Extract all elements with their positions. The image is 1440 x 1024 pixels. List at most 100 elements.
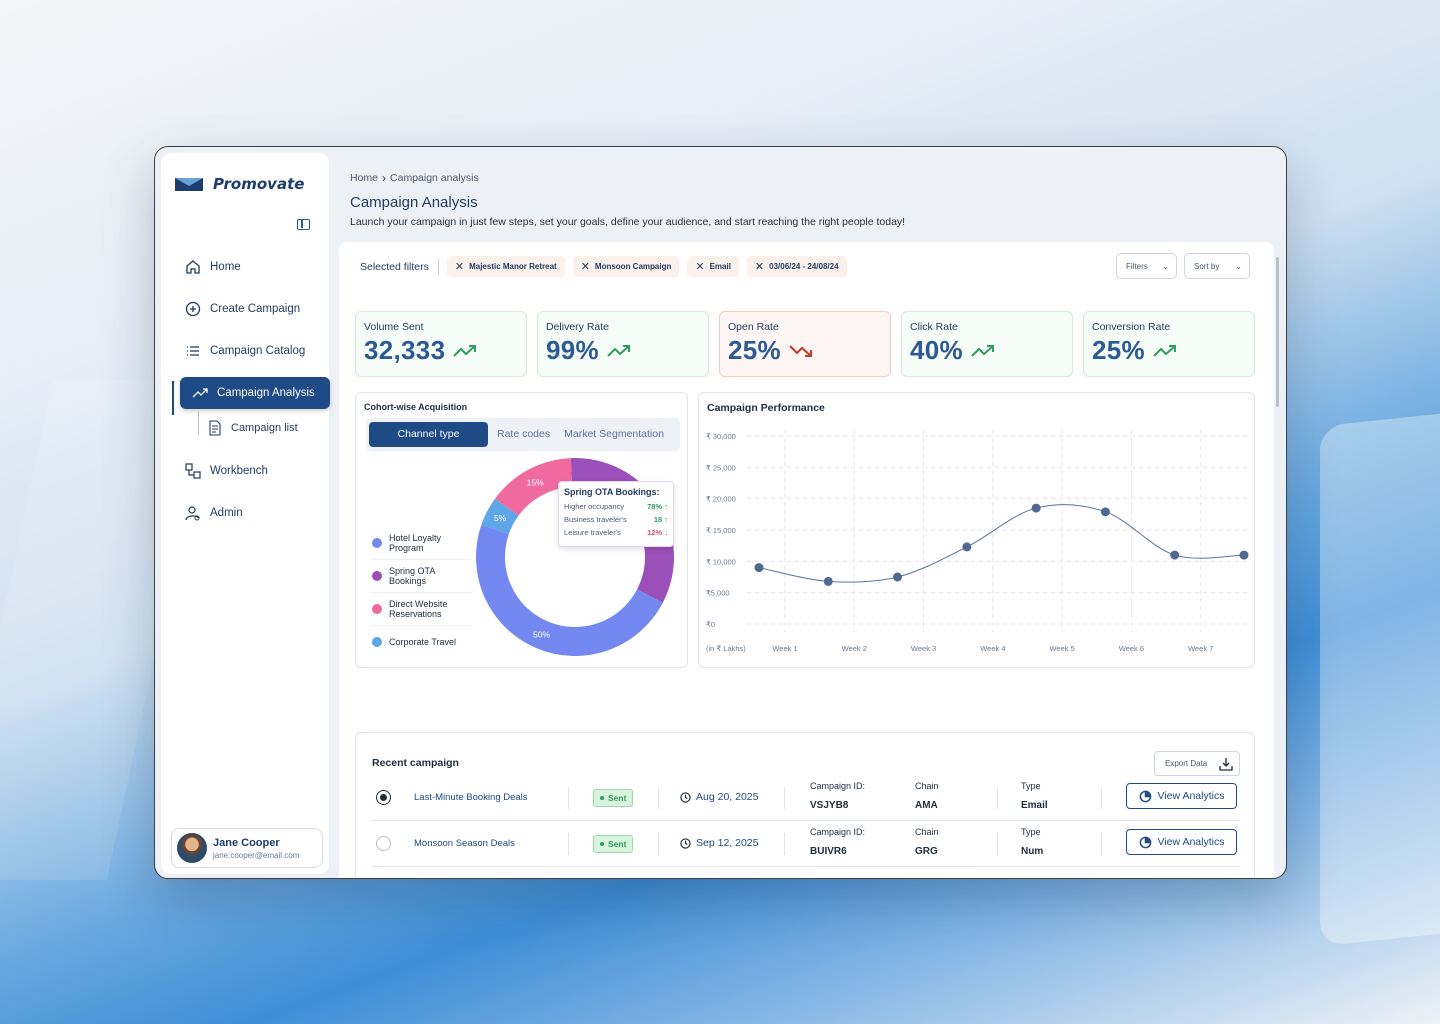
- kpi-delivery-rate: Delivery Rate 99%: [537, 311, 709, 377]
- trend-down-icon: [789, 344, 812, 357]
- sidebar-item-label: Create Campaign: [210, 303, 301, 315]
- kpi-click-rate: Click Rate 40%: [901, 311, 1073, 377]
- x-tick-label: Week 7: [1188, 644, 1213, 653]
- sidebar: Promovate Home Create Campaign Campaign …: [161, 153, 330, 874]
- user-profile-card[interactable]: Jane Cooper jane.cooper@email.com: [171, 828, 323, 868]
- view-analytics-label: View Analytics: [1157, 836, 1225, 848]
- close-icon[interactable]: ✕: [454, 261, 465, 273]
- kpi-volume-sent: Volume Sent 32,333: [355, 311, 527, 377]
- campaign-date: Sep 12, 2025: [680, 837, 758, 849]
- divider: [1101, 833, 1102, 855]
- plus-circle-icon: [185, 301, 201, 317]
- close-icon[interactable]: ✕: [754, 261, 765, 273]
- campaign-id-label: Campaign ID:: [810, 781, 866, 791]
- close-icon[interactable]: ✕: [580, 261, 590, 273]
- table-row[interactable]: Monsoon Season Deals Sent Sep 12, 2025 C…: [372, 823, 1240, 867]
- sidebar-item-campaign-catalog[interactable]: Campaign Catalog: [173, 335, 323, 367]
- chain-label: Chain: [915, 827, 939, 837]
- data-point[interactable]: [823, 576, 833, 586]
- filter-chip[interactable]: ✕ Email: [687, 256, 739, 277]
- sort-dropdown-label: Sort by: [1194, 261, 1220, 271]
- legend-label: Corporate Travel: [389, 637, 457, 647]
- campaign-date-text: Sep 12, 2025: [696, 837, 759, 849]
- campaign-date-text: Aug 20, 2025: [696, 791, 759, 803]
- kpi-value: 40%: [910, 335, 963, 365]
- data-point[interactable]: [1170, 550, 1180, 560]
- data-point[interactable]: [1239, 550, 1249, 560]
- clock-icon: [680, 791, 691, 803]
- scrollbar[interactable]: [1276, 257, 1279, 407]
- filter-chip[interactable]: ✕ Majestic Manor Retreat: [446, 256, 565, 277]
- divider: [997, 833, 998, 855]
- filters-row: Selected filters ✕ Majestic Manor Retreat…: [360, 256, 847, 277]
- tooltip-row: Business traveler's 18 ↑: [564, 515, 668, 524]
- legend-item: Direct Website Reservations: [372, 593, 472, 626]
- donut-slice[interactable]: [495, 458, 573, 516]
- tab-rate-codes[interactable]: Rate codes: [497, 428, 551, 440]
- filter-chip[interactable]: ✕ Monsoon Campaign: [572, 256, 680, 277]
- y-tick-label: ₹ 10,000: [706, 557, 736, 566]
- sidebar-item-label: Campaign list: [231, 422, 298, 434]
- sort-dropdown[interactable]: Sort by ⌄: [1184, 253, 1250, 279]
- sidebar-item-create-campaign[interactable]: Create Campaign: [173, 293, 323, 325]
- breadcrumb-home[interactable]: Home: [350, 172, 379, 184]
- x-tick-label: Week 5: [1049, 644, 1074, 653]
- filter-chip[interactable]: ✕ 03/06/24 - 24/08/24: [746, 256, 847, 277]
- data-point[interactable]: [962, 542, 972, 552]
- user-email: jane.cooper@email.com: [213, 850, 300, 860]
- recent-campaign-title: Recent campaign: [372, 757, 459, 769]
- sidebar-item-workbench[interactable]: Workbench: [173, 455, 323, 487]
- tab-market-segmentation[interactable]: Market Segmentation: [564, 428, 664, 440]
- page-subtitle: Launch your campaign in just few steps, …: [350, 216, 906, 228]
- kpi-conversion-rate: Conversion Rate 25%: [1083, 311, 1255, 377]
- campaign-name[interactable]: Monsoon Season Deals: [414, 838, 515, 849]
- view-analytics-button[interactable]: View Analytics: [1126, 783, 1237, 809]
- kpi-value: 99%: [546, 335, 599, 365]
- kpi-label: Open Rate: [728, 321, 779, 333]
- data-point[interactable]: [1031, 503, 1041, 513]
- view-analytics-button[interactable]: View Analytics: [1126, 829, 1237, 855]
- tab-channel-type[interactable]: Channel type: [369, 422, 488, 447]
- active-indicator: [172, 381, 174, 415]
- legend-label: Spring OTA Bookings: [389, 565, 435, 586]
- trend-up-icon: [1153, 344, 1176, 357]
- download-icon: [1219, 757, 1233, 771]
- kpi-value: 25%: [1092, 335, 1145, 365]
- divider: [568, 833, 569, 855]
- campaign-name[interactable]: Last-Minute Booking Deals: [414, 792, 528, 803]
- data-point[interactable]: [754, 563, 764, 573]
- export-data-button[interactable]: Export Data: [1154, 751, 1240, 776]
- donut-slice[interactable]: [476, 524, 663, 656]
- app-name: Promovate: [213, 175, 305, 193]
- sidebar-item-campaign-list[interactable]: Campaign list: [173, 411, 323, 441]
- table-row[interactable]: Last-Minute Booking Deals Sent Aug 20, 2…: [372, 777, 1240, 821]
- legend-swatch: [372, 570, 382, 581]
- sidebar-item-admin[interactable]: Admin: [173, 497, 323, 529]
- page-title: Campaign Analysis: [350, 194, 478, 211]
- y-axis-unit: (in ₹ Lakhs): [706, 644, 746, 653]
- donut-slice[interactable]: [481, 498, 519, 535]
- sidebar-item-home[interactable]: Home: [173, 251, 323, 283]
- filters-dropdown[interactable]: Filters ⌄: [1116, 253, 1177, 279]
- home-icon: [186, 260, 200, 274]
- donut-slice-label: 15%: [527, 477, 544, 487]
- row-radio[interactable]: [376, 836, 391, 851]
- legend-item: Corporate Travel: [372, 626, 472, 659]
- data-point[interactable]: [1100, 507, 1110, 517]
- data-point[interactable]: [893, 572, 903, 582]
- sidebar-collapse-icon[interactable]: [297, 219, 310, 230]
- y-tick-label: ₹0: [706, 620, 715, 629]
- row-radio[interactable]: [376, 790, 391, 805]
- y-tick-label: ₹5,000: [706, 589, 730, 598]
- kpi-value: 32,333: [364, 335, 446, 365]
- sidebar-item-campaign-analysis[interactable]: Campaign Analysis: [180, 377, 330, 409]
- cohort-title: Cohort-wise Acquisition: [364, 402, 468, 412]
- sidebar-item-label: Workbench: [210, 465, 268, 477]
- view-analytics-label: View Analytics: [1157, 790, 1225, 802]
- divider: [784, 787, 785, 809]
- campaign-id: BUIVR6: [810, 846, 847, 857]
- app-window: Promovate Home Create Campaign Campaign …: [154, 146, 1287, 879]
- close-icon[interactable]: ✕: [695, 261, 705, 273]
- donut-slice-label: 50%: [533, 630, 550, 640]
- sidebar-item-label: Campaign Analysis: [217, 387, 315, 399]
